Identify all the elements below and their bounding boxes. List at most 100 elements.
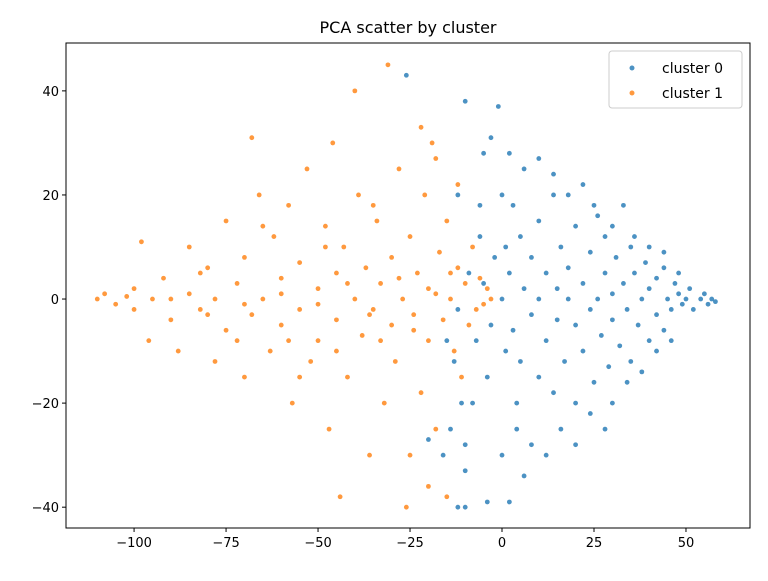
point-cluster-0 bbox=[602, 426, 608, 432]
point-cluster-1 bbox=[389, 254, 395, 260]
point-cluster-0 bbox=[499, 296, 505, 302]
point-cluster-0 bbox=[488, 322, 494, 328]
x-tick-label: 25 bbox=[586, 536, 603, 551]
point-cluster-0 bbox=[495, 104, 501, 109]
point-cluster-0 bbox=[661, 265, 667, 271]
y-tick-label: −40 bbox=[32, 501, 59, 516]
point-cluster-1 bbox=[400, 296, 406, 302]
point-cluster-0 bbox=[543, 270, 549, 276]
point-cluster-1 bbox=[267, 348, 273, 354]
point-cluster-1 bbox=[448, 296, 453, 302]
point-cluster-1 bbox=[260, 223, 266, 229]
point-cluster-1 bbox=[330, 140, 336, 146]
point-cluster-1 bbox=[470, 244, 475, 250]
point-cluster-0 bbox=[665, 296, 670, 302]
point-cluster-0 bbox=[654, 312, 659, 318]
legend-label-cluster-0: cluster 0 bbox=[662, 61, 723, 77]
point-cluster-1 bbox=[223, 218, 229, 224]
point-cluster-0 bbox=[591, 202, 597, 208]
point-cluster-0 bbox=[621, 202, 626, 208]
point-cluster-1 bbox=[315, 286, 321, 292]
point-cluster-0 bbox=[598, 333, 604, 338]
legend-marker-cluster-1 bbox=[629, 90, 635, 96]
point-cluster-0 bbox=[609, 291, 615, 297]
point-cluster-0 bbox=[632, 270, 637, 276]
point-cluster-1 bbox=[212, 359, 218, 364]
point-cluster-1 bbox=[345, 374, 350, 380]
point-cluster-1 bbox=[352, 296, 358, 302]
point-cluster-0 bbox=[499, 452, 505, 458]
point-cluster-1 bbox=[473, 307, 479, 312]
point-cluster-0 bbox=[587, 249, 593, 255]
point-cluster-0 bbox=[621, 281, 626, 286]
point-cluster-0 bbox=[440, 452, 446, 458]
point-cluster-1 bbox=[197, 270, 203, 276]
point-cluster-1 bbox=[396, 275, 402, 281]
point-cluster-1 bbox=[437, 249, 442, 255]
point-cluster-1 bbox=[286, 338, 292, 344]
point-cluster-1 bbox=[297, 374, 303, 380]
point-cluster-0 bbox=[506, 150, 512, 156]
point-cluster-0 bbox=[510, 327, 516, 333]
point-cluster-0 bbox=[503, 348, 509, 354]
point-cluster-0 bbox=[639, 296, 645, 302]
legend-marker-cluster-0 bbox=[629, 65, 635, 71]
point-cluster-0 bbox=[499, 192, 505, 198]
point-cluster-1 bbox=[278, 322, 284, 328]
point-cluster-1 bbox=[466, 322, 472, 328]
point-cluster-0 bbox=[466, 270, 472, 276]
point-cluster-0 bbox=[558, 426, 564, 432]
point-cluster-1 bbox=[205, 312, 211, 318]
point-cluster-0 bbox=[628, 244, 634, 250]
point-cluster-0 bbox=[536, 296, 542, 302]
y-tick-label: 40 bbox=[42, 85, 59, 100]
point-cluster-0 bbox=[668, 338, 674, 344]
point-cluster-1 bbox=[451, 348, 457, 354]
point-cluster-1 bbox=[94, 296, 100, 302]
point-cluster-1 bbox=[131, 307, 137, 312]
point-cluster-0 bbox=[462, 98, 468, 104]
point-cluster-1 bbox=[385, 62, 391, 68]
point-cluster-1 bbox=[337, 494, 343, 500]
point-cluster-0 bbox=[661, 327, 667, 333]
point-cluster-1 bbox=[396, 166, 402, 172]
point-cluster-1 bbox=[462, 281, 468, 286]
point-cluster-1 bbox=[403, 504, 409, 510]
point-cluster-1 bbox=[150, 296, 155, 302]
point-cluster-0 bbox=[554, 286, 560, 292]
point-cluster-1 bbox=[304, 166, 310, 172]
point-cluster-1 bbox=[433, 156, 439, 161]
point-cluster-1 bbox=[297, 260, 303, 266]
point-cluster-0 bbox=[481, 281, 487, 286]
point-cluster-0 bbox=[573, 223, 578, 229]
point-cluster-0 bbox=[551, 390, 556, 396]
point-cluster-0 bbox=[462, 504, 468, 510]
point-cluster-0 bbox=[551, 171, 556, 177]
point-cluster-1 bbox=[234, 281, 240, 286]
point-cluster-0 bbox=[654, 348, 659, 354]
point-cluster-0 bbox=[426, 437, 431, 442]
point-cluster-1 bbox=[426, 286, 431, 292]
point-cluster-1 bbox=[223, 327, 229, 333]
point-cluster-0 bbox=[444, 338, 450, 344]
point-cluster-1 bbox=[488, 296, 494, 302]
point-cluster-1 bbox=[242, 301, 247, 307]
point-cluster-1 bbox=[418, 390, 424, 396]
point-cluster-1 bbox=[186, 291, 192, 297]
point-cluster-0 bbox=[573, 442, 578, 448]
point-cluster-0 bbox=[536, 218, 542, 224]
point-cluster-1 bbox=[322, 244, 328, 250]
point-cluster-0 bbox=[609, 317, 615, 323]
point-cluster-0 bbox=[628, 359, 634, 364]
point-cluster-1 bbox=[242, 374, 247, 380]
point-cluster-1 bbox=[370, 307, 376, 312]
point-cluster-1 bbox=[363, 265, 369, 271]
point-cluster-0 bbox=[646, 286, 652, 292]
point-cluster-1 bbox=[308, 359, 314, 364]
point-cluster-0 bbox=[488, 135, 494, 141]
point-cluster-0 bbox=[470, 400, 475, 406]
point-cluster-1 bbox=[407, 234, 413, 239]
point-cluster-0 bbox=[543, 452, 549, 458]
point-cluster-1 bbox=[256, 192, 262, 198]
point-cluster-0 bbox=[455, 504, 461, 510]
